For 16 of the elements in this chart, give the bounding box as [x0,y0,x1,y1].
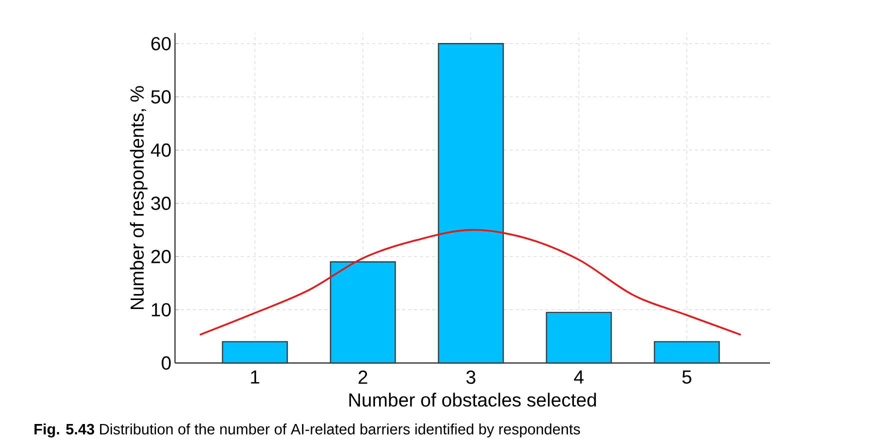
x-axis-title: Number of obstacles selected [349,392,596,407]
y-tick-label: 20 [151,250,171,264]
text: Fig. 5.43 Distribution of the number of AI-related barriers identified by respondents [34,423,580,438]
y-axis-title: Number of respondents, % [130,86,148,310]
y-tick-label: 0 [162,356,171,370]
y-tick-label: 60 [151,36,171,50]
x-tick-label: 5 [682,370,692,384]
x-tick-label: 3 [466,370,476,384]
x-tick-label: 1 [251,370,260,384]
y-tick-label: 10 [152,303,171,316]
line-series [198,229,742,336]
x-tick-label: 4 [574,370,584,384]
x-tick-label: 2 [358,370,368,384]
y-tick-label: 30 [151,196,171,210]
y-tick-label: 50 [151,90,171,104]
y-tick-label: 40 [150,143,171,157]
